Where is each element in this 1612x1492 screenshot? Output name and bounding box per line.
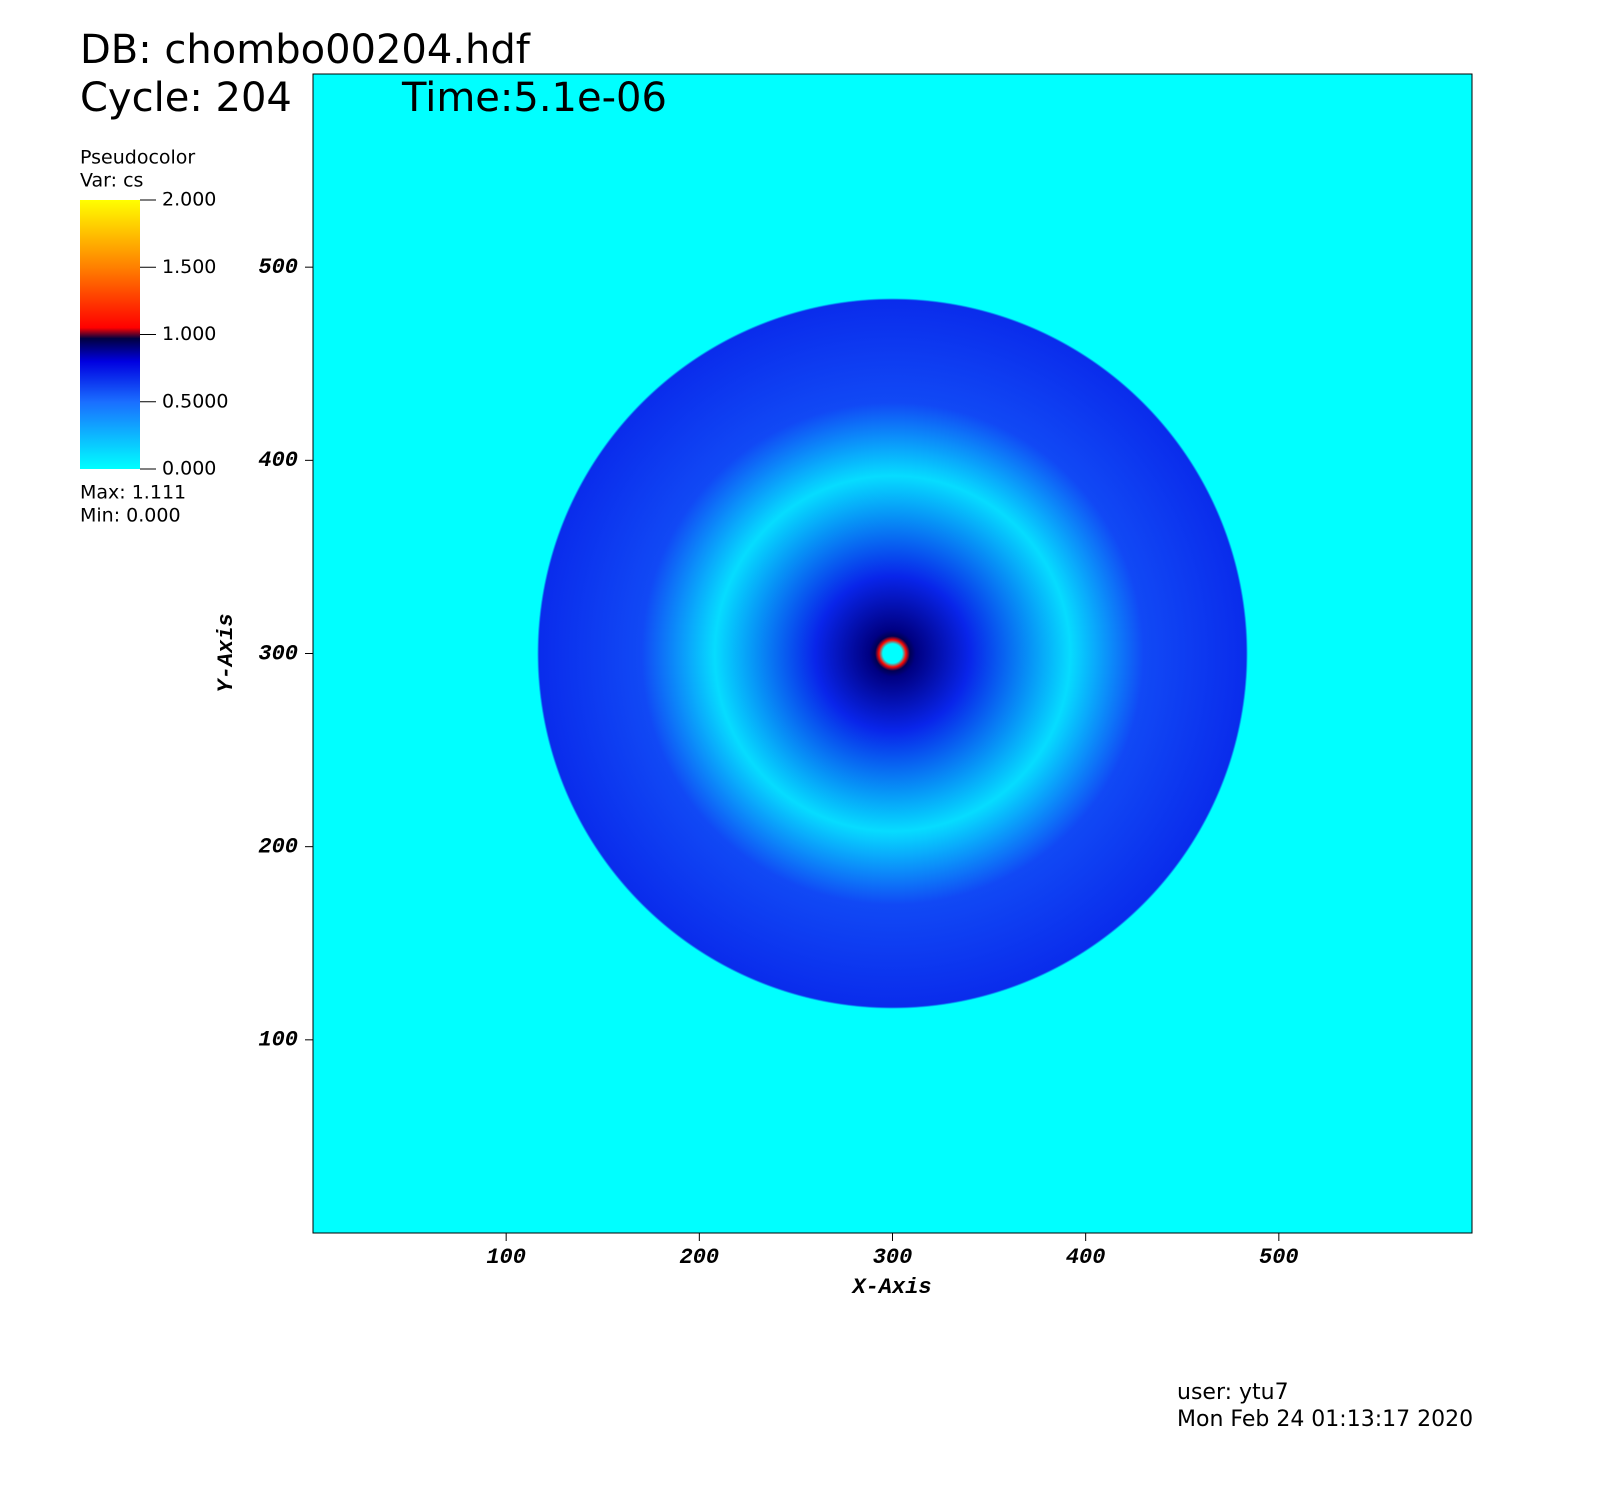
colorbar-tick-label: 0.5000 bbox=[162, 390, 228, 412]
colorbar-tick-label: 2.000 bbox=[162, 189, 216, 211]
x-tick-label: 200 bbox=[680, 1245, 720, 1270]
y-tick-label: 500 bbox=[258, 255, 298, 280]
user-label: user: ytu7 bbox=[1177, 1380, 1289, 1405]
legend-title: Pseudocolor bbox=[80, 147, 195, 169]
y-tick-label: 300 bbox=[258, 641, 298, 666]
y-tick-label: 200 bbox=[258, 834, 298, 859]
y-tick-label: 100 bbox=[258, 1028, 298, 1053]
colorbar bbox=[80, 200, 140, 469]
legend-min: Min: 0.000 bbox=[80, 505, 181, 527]
x-tick-label: 100 bbox=[486, 1245, 526, 1270]
x-axis-label: X-Axis bbox=[850, 1275, 931, 1300]
legend-max: Max: 1.111 bbox=[80, 482, 186, 504]
x-tick-label: 400 bbox=[1066, 1245, 1106, 1270]
cycle-label: Cycle: 204 bbox=[80, 75, 292, 121]
colorbar-tick-label: 1.000 bbox=[162, 323, 216, 345]
x-tick-label: 300 bbox=[873, 1245, 913, 1270]
field-disc bbox=[537, 298, 1248, 1009]
y-tick-label: 400 bbox=[258, 448, 298, 473]
legend-var: Var: cs bbox=[80, 170, 143, 192]
time-label: Time:5.1e-06 bbox=[401, 75, 667, 121]
colorbar-tick-label: 1.500 bbox=[162, 256, 216, 278]
x-tick-label: 500 bbox=[1259, 1245, 1299, 1270]
date-label: Mon Feb 24 01:13:17 2020 bbox=[1177, 1407, 1473, 1432]
y-axis-label: Y-Axis bbox=[214, 613, 239, 692]
colorbar-tick-label: 0.000 bbox=[162, 458, 216, 480]
db-label: DB: chombo00204.hdf bbox=[80, 27, 531, 73]
